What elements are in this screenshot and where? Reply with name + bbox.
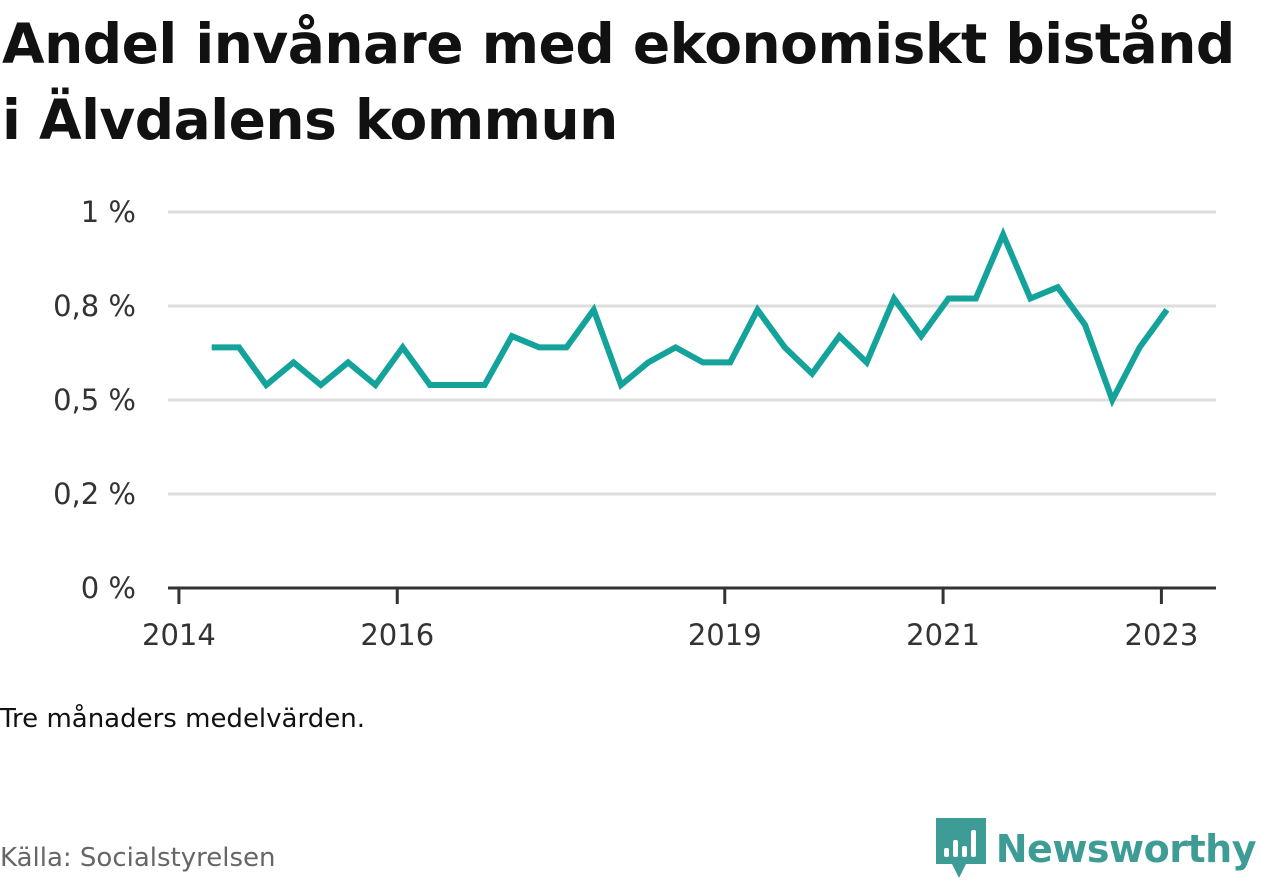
chart-title: Andel invånare med ekonomiskt bistånd i … [2,12,1235,152]
y-axis-ticks: 0 % 0,2 % 0,5 % 0,8 % 1 % [53,195,136,605]
x-axis: 2014 2016 2019 2021 2023 [142,586,1216,652]
source-credit: Källa: Socialstyrelsen [0,843,276,873]
x-tick-label: 2019 [688,618,762,652]
brand-logo: Newsworthy [935,818,1257,880]
x-tick-label: 2014 [142,618,216,652]
series-layer [211,226,1170,408]
y-tick-label: 0,5 % [53,383,136,417]
gridlines [168,210,1216,496]
line-chart: 0 %0,2 %0,5 %0,8 %1 % 2014 2016 2019 2021 20… [53,195,1216,652]
y-tick-label: 0 % [81,571,136,605]
brand-name: Newsworthy [995,827,1257,871]
newsworthy-logo-icon [935,818,986,878]
chart-note: Tre månaders medelvärden. [0,704,365,734]
series-line-0 [211,226,1170,408]
y-tick-label: 0,8 % [53,289,136,323]
x-tick-label: 2021 [906,618,980,652]
y-tick-label: 0,2 % [53,477,136,511]
x-tick-label: 2023 [1125,618,1199,652]
x-tick-label: 2016 [360,618,434,652]
y-tick-label: 1 % [81,195,136,229]
